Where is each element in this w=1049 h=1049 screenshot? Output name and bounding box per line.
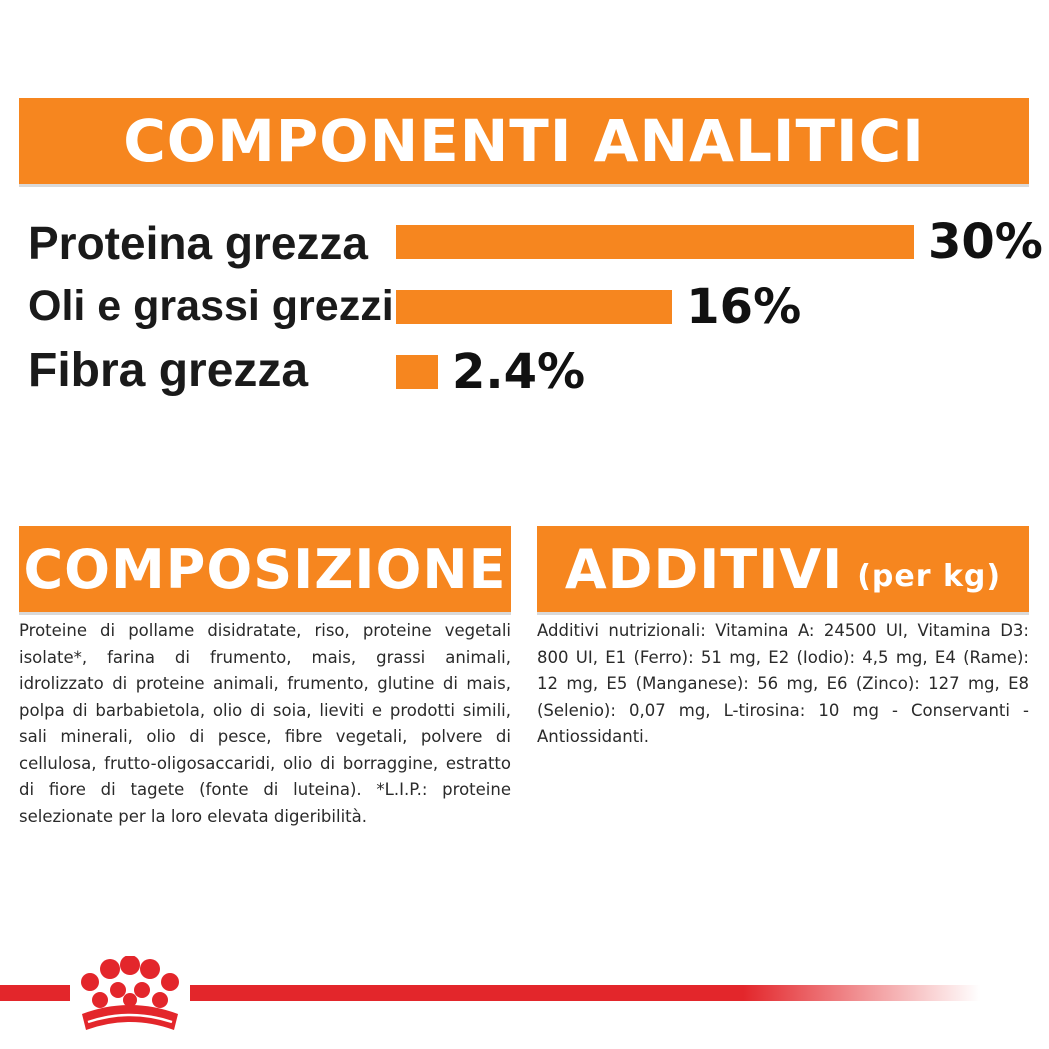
nutrient-value-fat: 16% [686,279,802,335]
additives-subtitle: (per kg) [857,558,1002,594]
nutrient-bar-fat [396,290,673,324]
analytics-title-banner: COMPONENTI ANALITICI [19,98,1029,187]
brand-stripe-right [190,985,980,1001]
crown-logo-icon [81,956,179,1030]
nutrient-label-fat: Oli e grassi grezzi [28,282,394,330]
additives-title: ADDITIVI [564,537,844,601]
nutrient-value-fiber: 2.4% [452,344,586,400]
nutrient-label-protein: Proteina grezza [28,217,368,269]
additives-title-banner: ADDITIVI (per kg) [537,526,1029,615]
nutrient-bar-protein [396,225,914,259]
additives-text: Additivi nutrizionali: Vitamina A: 24500… [537,621,1029,746]
brand-stripe-left [0,985,70,1001]
nutrient-value-protein: 30% [928,214,1043,270]
nutrient-label-fiber: Fibra grezza [28,344,309,397]
analytics-title: COMPONENTI ANALITICI [123,107,925,175]
composition-text: Proteine di pollame disidratate, riso, p… [19,621,511,826]
composition-title-banner: COMPOSIZIONE [19,526,511,615]
nutrient-bar-fiber [396,355,438,389]
composition-title: COMPOSIZIONE [23,537,507,601]
